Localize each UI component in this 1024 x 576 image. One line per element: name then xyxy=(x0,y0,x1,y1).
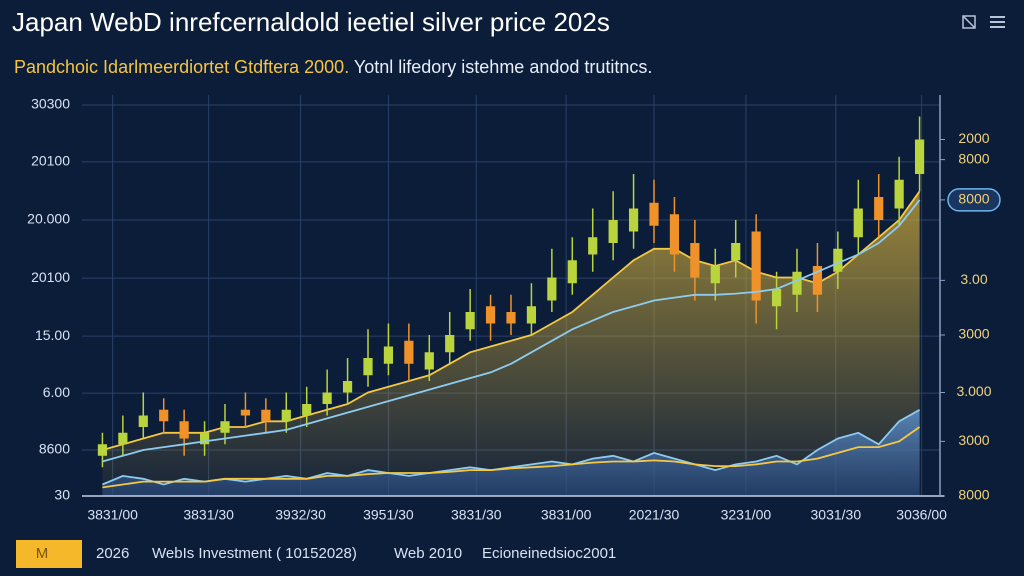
candle-body xyxy=(97,444,108,456)
y-tick-label: 20.000 xyxy=(27,211,70,227)
x-tick-label: 2021/30 xyxy=(629,507,680,523)
series-line xyxy=(102,190,921,451)
candle-body xyxy=(710,266,720,284)
x-tick-label: 3831/00 xyxy=(541,507,592,523)
series-line xyxy=(102,426,921,489)
candle-body xyxy=(649,202,659,226)
candle-body xyxy=(731,243,741,261)
y2-tick-label: 8000 xyxy=(958,191,989,207)
candle-body xyxy=(363,358,373,376)
y2-tick-label: 3.000 xyxy=(956,383,991,399)
candle-body xyxy=(588,237,598,255)
x-tick-label: 3231/00 xyxy=(721,507,772,523)
candle-body xyxy=(894,179,904,209)
candle-body xyxy=(302,404,312,416)
candle-body xyxy=(567,260,577,284)
candle-body xyxy=(874,197,884,220)
candle-body xyxy=(812,266,823,295)
x-tick-label: 3831/00 xyxy=(87,507,138,523)
footer-text: Web 2010 xyxy=(394,545,462,562)
candle-body xyxy=(383,346,394,364)
chart-title: Japan WebD inrefcernaldold ieetiel silve… xyxy=(12,7,610,37)
icon-close[interactable] xyxy=(962,15,976,29)
candle-body xyxy=(404,340,414,364)
candle-body xyxy=(547,277,557,301)
candle-body xyxy=(914,139,925,174)
candle-body xyxy=(159,409,169,422)
y2-tick-label: 3000 xyxy=(958,326,989,342)
candle-body xyxy=(465,312,475,330)
y2-tick-highlight xyxy=(947,188,1001,212)
y-tick-label: 8600 xyxy=(39,441,70,457)
y-tick-label: 15.00 xyxy=(35,327,70,343)
y-tick-label: 30 xyxy=(54,487,70,503)
candle-body xyxy=(506,312,516,324)
y2-tick-label: 8000 xyxy=(958,487,989,503)
candle-body xyxy=(526,306,537,324)
candle-body xyxy=(424,352,434,370)
y-tick-label: 20100 xyxy=(31,153,70,169)
candle-body xyxy=(342,381,353,393)
y-tick-label: 30300 xyxy=(31,96,70,112)
candle-body xyxy=(281,409,291,422)
y2-tick-label: 3.00 xyxy=(960,271,987,287)
y2-tick-label: 2000 xyxy=(958,130,989,146)
subtitle-part: Pandchoic Idarlmeerdiortet Gtdftera 2000… xyxy=(14,57,349,77)
candle-body xyxy=(220,421,230,433)
candle-body xyxy=(690,243,700,278)
candle-body xyxy=(261,409,271,422)
candle-body xyxy=(445,335,455,353)
candle-body xyxy=(240,409,251,416)
candle-body xyxy=(833,248,843,272)
candle-body xyxy=(853,208,863,238)
footer-text: WebIs Investment ( 10152028) xyxy=(152,545,357,562)
candle-body xyxy=(138,415,148,427)
footer-text: M xyxy=(36,545,49,562)
footer-text: Ecioneinedsioc2001 xyxy=(482,545,616,562)
series-line xyxy=(102,409,921,486)
x-tick-label: 3831/30 xyxy=(451,507,502,523)
y-tick-label: 6.00 xyxy=(43,384,70,400)
y-tick-label: 20100 xyxy=(31,269,70,285)
subtitle-part: Yotnl lifedory istehme andod trutitncs. xyxy=(354,57,653,77)
footer-badge xyxy=(16,540,82,568)
candle-body xyxy=(628,208,639,232)
y2-tick-label: 3000 xyxy=(958,432,989,448)
candle-body xyxy=(118,432,128,445)
x-tick-label: 3031/30 xyxy=(811,507,862,523)
candle-body xyxy=(322,392,332,404)
chart-subtitle: Pandchoic Idarlmeerdiortet Gtdftera 2000… xyxy=(14,57,652,77)
window-icons xyxy=(962,15,1005,29)
candle-body xyxy=(608,220,618,243)
footer-text: 2026 xyxy=(96,545,129,562)
candle-body xyxy=(792,271,802,295)
icon-close-cross xyxy=(962,15,976,29)
x-tick-label: 3036/00 xyxy=(896,507,947,523)
candle-body xyxy=(751,231,761,301)
candle-body xyxy=(179,421,189,439)
series-area xyxy=(102,409,920,496)
candle-body xyxy=(771,289,782,307)
x-tick-label: 3831/30 xyxy=(183,507,234,523)
series-line xyxy=(102,199,921,463)
candle-body xyxy=(485,306,496,324)
x-tick-label: 3951/30 xyxy=(363,507,414,523)
candle-body xyxy=(199,432,210,445)
y2-tick-label: 8000 xyxy=(958,150,989,166)
candle-body xyxy=(669,214,680,255)
x-tick-label: 3932/30 xyxy=(275,507,326,523)
